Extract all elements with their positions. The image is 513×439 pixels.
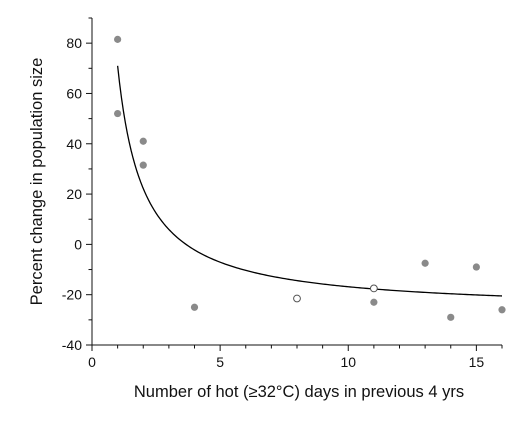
y-tick-label: 0	[74, 236, 82, 252]
y-axis-title: Percent change in population size	[28, 58, 46, 306]
y-tick-label: -40	[62, 337, 82, 353]
x-tick-label: 15	[469, 354, 485, 370]
open-data-point	[293, 294, 301, 303]
filled-data-point	[370, 298, 378, 306]
filled-data-point	[139, 137, 147, 145]
y-tick-label: 80	[66, 35, 82, 51]
y-tick-label: 40	[66, 136, 82, 152]
data-points	[114, 35, 506, 321]
filled-data-point	[498, 306, 506, 314]
y-ticks: -40 -20 0 20 40 60 80	[62, 17, 92, 353]
filled-data-point	[472, 263, 480, 271]
x-tick-label: 5	[216, 354, 224, 370]
x-tick-label: 0	[88, 354, 96, 370]
x-ticks: 0 5 10 15	[88, 345, 503, 370]
filled-data-point	[114, 109, 122, 118]
filled-data-point	[447, 313, 455, 321]
x-axis-title: Number of hot (≥32°C) days in previous 4…	[134, 383, 464, 401]
x-tick-label: 10	[340, 354, 356, 370]
y-tick-label: -20	[62, 287, 82, 303]
y-tick-label: 20	[66, 186, 82, 202]
filled-data-point	[190, 303, 199, 311]
filled-data-point	[139, 161, 147, 169]
open-data-point	[369, 284, 378, 293]
y-tick-label: 60	[66, 85, 82, 101]
axes: 0 5 10 15 -40 -20 0 20 40 60 80	[62, 17, 503, 370]
filled-data-point	[421, 259, 429, 267]
fit-curve	[116, 65, 503, 297]
filled-data-point	[114, 35, 122, 43]
